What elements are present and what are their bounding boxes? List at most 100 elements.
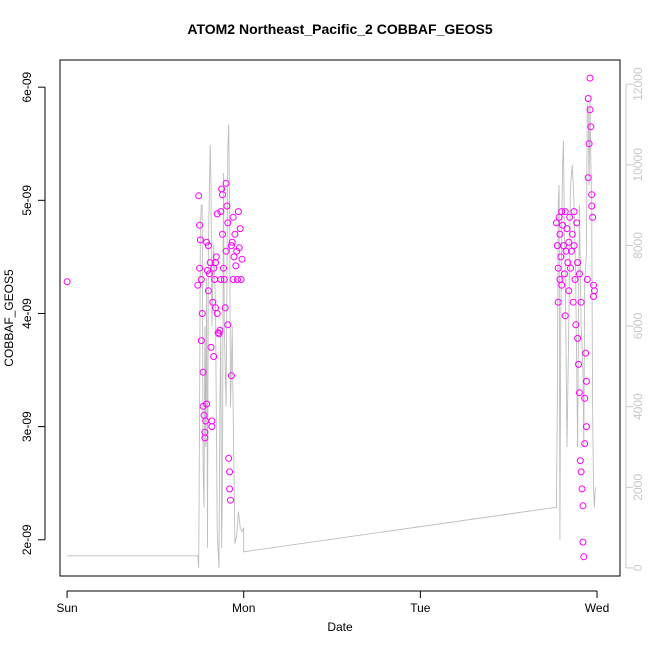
data-point [221,304,229,312]
data-point [219,191,226,199]
data-point [207,343,215,351]
data-point [587,123,595,131]
data-point [590,287,598,295]
data-point [572,321,580,329]
x-tick-label: Sun [56,601,77,615]
data-point [222,179,230,187]
y2-tick-label: 6000 [631,312,645,339]
altitude-line [67,100,596,568]
y2-tick-label: 0 [631,564,645,571]
data-point [557,253,565,261]
data-point [204,242,212,250]
data-point [558,281,566,289]
data-point [577,468,585,476]
data-point [201,428,209,436]
data-point [231,230,239,238]
data-point [584,95,592,102]
data-point [581,394,589,402]
data-point [588,202,596,210]
y-axis-label: COBBAF_GEOS5 [2,269,16,367]
data-point [63,278,71,286]
y2-tick-label: 12000 [631,67,645,101]
data-point [582,377,590,385]
data-point [205,270,213,278]
data-point [235,244,243,252]
data-point [570,208,578,216]
data-point [234,276,241,283]
data-point [584,174,592,182]
y2-tick-label: 8000 [631,232,645,259]
data-point [223,202,231,210]
data-point [234,208,242,216]
data-point [196,221,204,229]
y-tick-label: 4e-09 [20,298,34,329]
y2-tick-label: 10000 [631,148,645,182]
y-tick-label: 3e-09 [20,411,34,442]
data-point [560,270,568,278]
plot-frame [59,59,621,577]
data-point [215,330,223,338]
data-point [213,310,221,317]
data-point [198,310,206,317]
y-tick-label: 6e-09 [20,71,34,102]
data-point [554,298,562,306]
data-point [212,253,220,261]
data-point [570,242,578,250]
y-tick-label: 2e-09 [20,524,34,555]
data-point [569,298,577,306]
data-point [588,191,596,199]
data-point [581,440,589,448]
data-point [230,253,238,261]
altitude-line-layer [67,100,596,568]
data-point [227,496,234,504]
data-point [203,238,211,246]
data-point [583,276,591,283]
data-point [220,276,228,283]
data-point [204,267,211,274]
data-point [226,468,234,476]
data-point [563,225,571,233]
data-point [554,264,562,272]
data-point [578,485,586,493]
x-tick-label: Mon [232,601,255,615]
data-point [561,312,569,320]
data-point [559,221,567,229]
data-point [576,457,584,465]
y-tick-label: 5e-09 [20,185,34,216]
data-point [589,213,597,221]
x-tick-label: Tue [410,601,431,615]
data-point [194,281,202,289]
data-point [585,140,593,148]
data-point [574,259,582,267]
data-point [210,353,218,360]
data-point [567,264,574,272]
data-point [237,276,245,283]
data-point [227,372,235,380]
y-axis-left: 2e-09 3e-09 4e-09 5e-09 6e-09 [20,71,46,555]
data-point [556,230,564,238]
data-point [228,238,236,246]
chart-title: ATOM2 Northeast_Pacific_2 COBBAF_GEOS5 [187,21,492,37]
data-point [579,502,587,510]
data-point [199,402,207,410]
x-axis: Sun Mon Tue Wed [56,590,609,615]
data-point [586,74,594,82]
data-point [224,321,232,329]
y2-tick-label: 4000 [631,393,645,420]
data-point [209,298,217,306]
data-point [575,270,583,278]
data-point [571,276,579,283]
data-point [561,208,569,216]
y2-tick-label: 2000 [631,474,645,501]
data-point [219,230,226,238]
data-point [574,334,582,342]
data-point [582,423,590,431]
data-point [558,208,566,216]
data-point [197,276,205,283]
data-point [566,213,574,221]
data-point [196,236,204,244]
y-axis-right: 0 2000 4000 6000 8000 10000 12000 [625,67,645,571]
data-point [199,368,207,376]
